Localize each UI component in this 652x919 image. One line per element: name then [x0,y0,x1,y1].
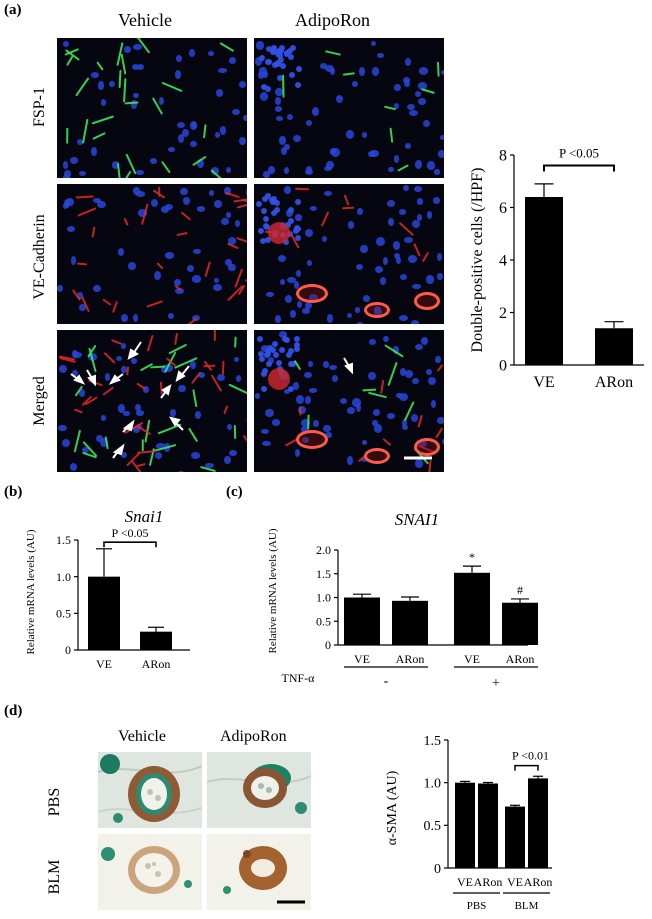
column-header-vehicle-d: Vehicle [118,728,166,745]
y-tick-label: 6 [499,200,507,217]
y-tick-label: 0.5 [424,819,442,834]
y-tick-label: 0 [499,358,507,375]
y-axis-label: Relative mRNA levels (AU) [25,529,37,654]
merged-adiporon-overlay [343,357,432,460]
column-header-adiporon: AdipoRon [295,10,371,30]
significance-bracket [543,164,615,172]
p-value-annotation: P <0.01 [512,749,549,763]
chart-c: SNAI1 0 0.5 1.0 1.5 2.0 Relative mRNA levels (… [267,510,538,691]
significance-bracket [103,541,157,548]
y-tick-label: 0 [325,638,331,652]
panel-c-label: (c) [226,484,243,500]
significance-mark: * [469,550,475,564]
panel-b-label: (b) [4,484,23,500]
treatment-label: TNF-α [282,671,316,685]
group-label-blm: BLM [515,900,539,912]
merged-vehicle-arrows [70,341,190,459]
y-tick-label: 1.5 [316,567,331,581]
category-label: ARon [142,657,171,671]
y-tick-label: 1.5 [56,533,71,547]
bar [392,600,428,645]
micrograph-fsp1-vehicle [57,38,247,178]
bar [595,328,633,365]
y-tick-label: 1.0 [316,591,331,605]
column-header-vehicle: Vehicle [118,10,172,30]
bar [505,806,525,868]
bar [140,631,172,650]
ihc-blm-vehicle [98,834,202,910]
p-value-annotation: P <0.05 [559,146,599,161]
bar [478,783,498,868]
y-axis-label: α-SMA (AU) [385,770,400,845]
scale-bar-d [277,900,305,904]
row-header-merged: Merged [31,376,48,426]
y-tick-label: 0 [434,862,441,877]
y-tick-label: 8 [499,148,507,165]
category-label: ARon [474,875,503,889]
y-tick-label: 0.5 [56,607,71,621]
y-axis-label: Double-positive cells (/HPF) [469,168,486,353]
category-label: ARon [524,875,553,889]
y-tick-label: 4 [499,253,507,270]
category-label: VE [457,875,473,889]
category-label: ARon [396,652,425,666]
micrograph-merged-vehicle [57,330,247,472]
category-label: ARon [506,652,535,666]
row-header-pbs: PBS [46,787,63,817]
y-tick-label: 2.0 [316,543,331,557]
bar [525,197,563,365]
row-header-blm: BLM [46,859,63,895]
micrograph-merged-adiporon [254,330,444,472]
bar [455,782,475,868]
y-tick-label: 0 [65,643,71,657]
p-value-annotation: P <0.05 [112,526,149,540]
y-axis-label: Relative mRNA levels (AU) [267,528,279,653]
category-label: ARon [595,374,633,391]
row-header-ve-cadherin: VE-Cadherin [31,214,48,300]
ihc-blm-adiporon [207,834,311,910]
bar [528,778,548,868]
bar [454,572,490,645]
group-label-pbs: PBS [467,900,487,912]
category-label: VE [533,374,554,391]
chart-a: 0 2 4 6 8 Double-positive cells (/HPF) VE ARon P… [469,146,644,391]
micrograph-vecadherin-vehicle [57,184,247,324]
y-tick-label: 1.0 [56,570,71,584]
ihc-pbs-adiporon [207,752,311,828]
ihc-pbs-vehicle [98,752,202,828]
y-tick-label: 2 [499,305,507,322]
micrograph-vecadherin-adiporon [254,184,444,324]
y-tick-label: 1.0 [424,777,442,792]
treatment-plus: + [492,676,500,691]
chart-title: SNAI1 [395,510,439,529]
chart-b: Snai1 0 0.5 1.0 1.5 Relative mRNA levels (AU)… [25,507,190,671]
significance-mark: # [517,583,523,597]
significance-bracket [514,764,539,771]
micrograph-fsp1-adiporon [254,38,444,178]
category-label: VE [96,657,112,671]
panel-d-label: (d) [4,703,23,719]
chart-title: Snai1 [125,507,164,526]
row-header-fsp1: FSP-1 [31,86,48,128]
bar [344,597,380,645]
column-header-adiporon-d: AdipoRon [220,728,287,745]
category-label: VE [464,652,480,666]
y-tick-label: 1.5 [424,734,442,749]
y-tick-label: 0.5 [316,614,331,628]
treatment-minus: - [384,674,389,689]
category-label: VE [354,652,370,666]
category-label: VE [507,875,523,889]
panel-a-label: (a) [4,2,22,18]
bar [502,602,538,645]
bar [88,576,120,650]
